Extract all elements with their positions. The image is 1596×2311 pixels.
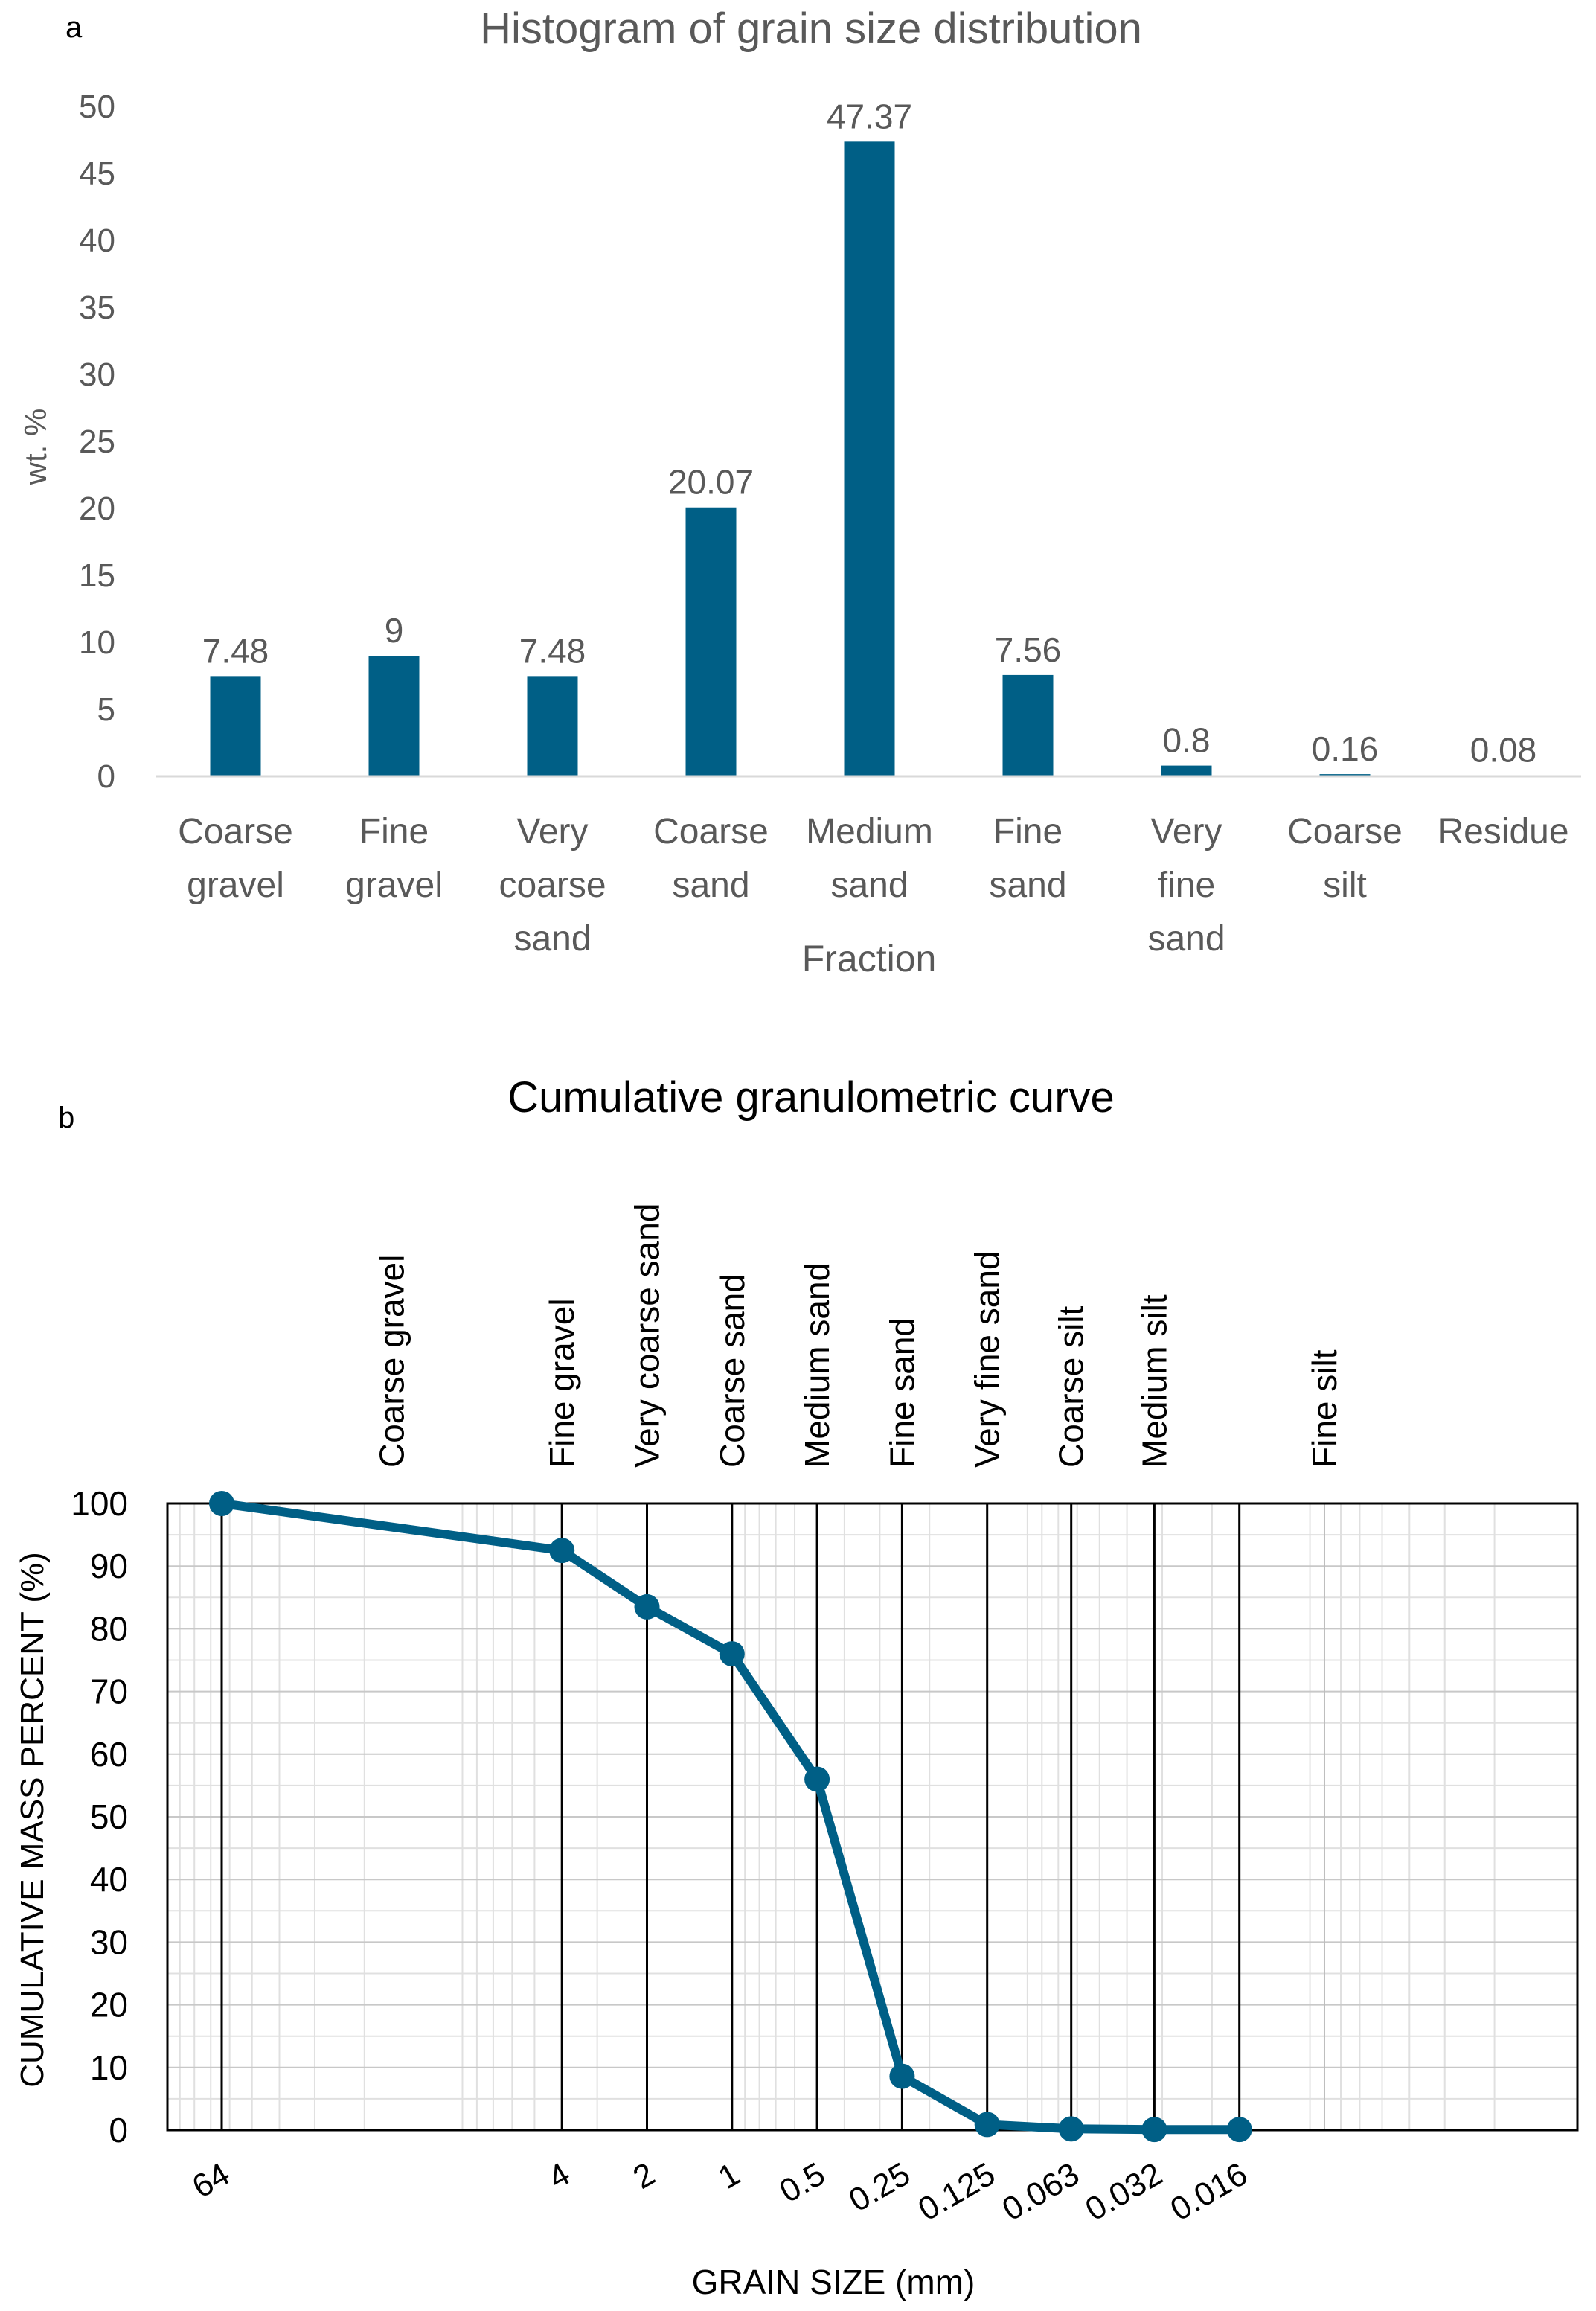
curve-plot-frame xyxy=(166,1502,1579,2132)
curve-fraction-label: Very coarse sand xyxy=(628,1204,667,1468)
curve-x-tick-label: 2 xyxy=(627,2155,661,2196)
curve-fraction-label: Coarse silt xyxy=(1052,1305,1091,1468)
curve-x-tick-label: 0.032 xyxy=(1080,2155,1169,2228)
curve-fraction-label: Coarse sand xyxy=(713,1273,751,1468)
histogram-category-label: Very fine sand xyxy=(1147,812,1225,959)
histogram-bar xyxy=(210,676,261,776)
histogram-bar xyxy=(1161,765,1212,776)
histogram-x-axis-label: Fraction xyxy=(802,938,937,979)
curve-data-point xyxy=(1141,2117,1167,2143)
histogram-value-label: 9 xyxy=(385,611,404,650)
curve-data-point xyxy=(209,1491,234,1516)
curve-y-tick-label: 0 xyxy=(109,2111,128,2149)
histogram-panel: a Histogram of grain size distribution w… xyxy=(18,4,1581,979)
curve-fraction-label: Fine sand xyxy=(882,1317,921,1468)
curve-data-point xyxy=(889,2063,915,2089)
curve-data-point xyxy=(549,1538,575,1564)
histogram-y-tick-label: 20 xyxy=(79,490,115,527)
histogram-y-tick-label: 15 xyxy=(79,557,115,594)
histogram-value-label: 7.48 xyxy=(519,631,586,670)
panel-a-label: a xyxy=(65,11,83,44)
curve-fraction-label: Fine silt xyxy=(1305,1349,1344,1468)
curve-data-point xyxy=(974,2112,1000,2138)
curve-y-axis-label: CUMULATIVE MASS PERCENT (%) xyxy=(14,1552,51,2088)
histogram-y-tick-label: 30 xyxy=(79,357,115,393)
curve-x-tick-label: 0.016 xyxy=(1164,2155,1254,2228)
curve-data-point xyxy=(634,1594,660,1620)
histogram-value-label: 47.37 xyxy=(827,97,912,135)
curve-y-tick-label: 60 xyxy=(90,1735,128,1774)
curve-y-tick-label: 10 xyxy=(90,2048,128,2087)
histogram-y-tick-label: 40 xyxy=(79,223,115,259)
curve-y-tick-label: 70 xyxy=(90,1672,128,1711)
histogram-value-label: 0.8 xyxy=(1163,721,1211,760)
histogram-value-label: 0.08 xyxy=(1470,731,1537,770)
curve-y-tick-label: 100 xyxy=(71,1484,128,1523)
histogram-y-tick-label: 0 xyxy=(97,758,115,795)
histogram-value-label: 7.48 xyxy=(202,631,269,670)
histogram-bar xyxy=(1002,674,1054,776)
histogram-bar xyxy=(527,676,578,776)
histogram-y-tick-label: 50 xyxy=(79,89,115,125)
curve-x-tick-label: 4 xyxy=(542,2155,576,2196)
curve-data-point xyxy=(1226,2117,1252,2143)
curve-x-axis-label: GRAIN SIZE (mm) xyxy=(692,2263,975,2301)
curve-fraction-label: Coarse gravel xyxy=(373,1255,411,1468)
curve-fraction-label: Medium sand xyxy=(798,1262,836,1468)
histogram-bar xyxy=(685,507,737,776)
histogram-category-label: Coarse sand xyxy=(653,812,769,905)
histogram-category-label: Coarse gravel xyxy=(178,812,293,905)
curve-x-tick-label: 0.25 xyxy=(843,2155,917,2219)
histogram-y-tick-label: 5 xyxy=(97,691,115,728)
histogram-value-label: 0.16 xyxy=(1312,729,1379,768)
curve-y-tick-label: 30 xyxy=(90,1922,128,1961)
histogram-value-label: 20.07 xyxy=(668,463,754,502)
curve-y-tick-label: 40 xyxy=(90,1860,128,1899)
histogram-y-tick-label: 35 xyxy=(79,290,115,326)
curve-y-tick-label: 80 xyxy=(90,1609,128,1648)
histogram-bar xyxy=(844,141,895,777)
histogram-value-label: 7.56 xyxy=(995,630,1062,669)
histogram-y-axis-label: wt. % xyxy=(18,409,53,486)
histogram-category-label: Fine sand xyxy=(989,812,1066,905)
histogram-category-label: Residue xyxy=(1438,812,1568,851)
curve-x-tick-label: 64 xyxy=(186,2155,236,2205)
histogram-y-tick-label: 45 xyxy=(79,156,115,192)
histogram-y-tick-label: 10 xyxy=(79,624,115,661)
curve-fraction-label: Fine gravel xyxy=(542,1298,581,1468)
histogram-category-label: Coarse silt xyxy=(1287,812,1403,905)
curve-data-point xyxy=(719,1641,745,1667)
curve-x-tick-label: 0.5 xyxy=(774,2155,831,2210)
histogram-bar xyxy=(368,656,420,776)
histogram-y-tick-label: 25 xyxy=(79,423,115,460)
histogram-category-label: Fine gravel xyxy=(345,812,443,905)
curve-x-tick-label: 0.125 xyxy=(912,2155,1001,2228)
curve-fraction-label: Medium silt xyxy=(1135,1294,1173,1468)
panel-b-label: b xyxy=(58,1102,74,1134)
curve-title: Cumulative granulometric curve xyxy=(507,1073,1115,1122)
curve-y-tick-label: 90 xyxy=(90,1547,128,1585)
histogram-title: Histogram of grain size distribution xyxy=(480,4,1142,53)
cumulative-curve-line xyxy=(217,1499,1244,2135)
histogram-category-label: Very coarse sand xyxy=(499,812,606,959)
curve-data-point xyxy=(1058,2116,1084,2142)
curve-y-tick-label: 50 xyxy=(90,1797,128,1836)
granulometric-panel: b Cumulative granulometric curve CUMULAT… xyxy=(14,1073,1579,2301)
curve-data-point xyxy=(804,1766,830,1792)
histogram-category-label: Medium sand xyxy=(806,812,933,905)
curve-x-tick-label: 0.063 xyxy=(996,2155,1086,2228)
curve-fraction-label: Very fine sand xyxy=(968,1250,1007,1468)
curve-x-tick-label: 1 xyxy=(712,2155,746,2196)
curve-y-tick-label: 20 xyxy=(90,1986,128,2024)
